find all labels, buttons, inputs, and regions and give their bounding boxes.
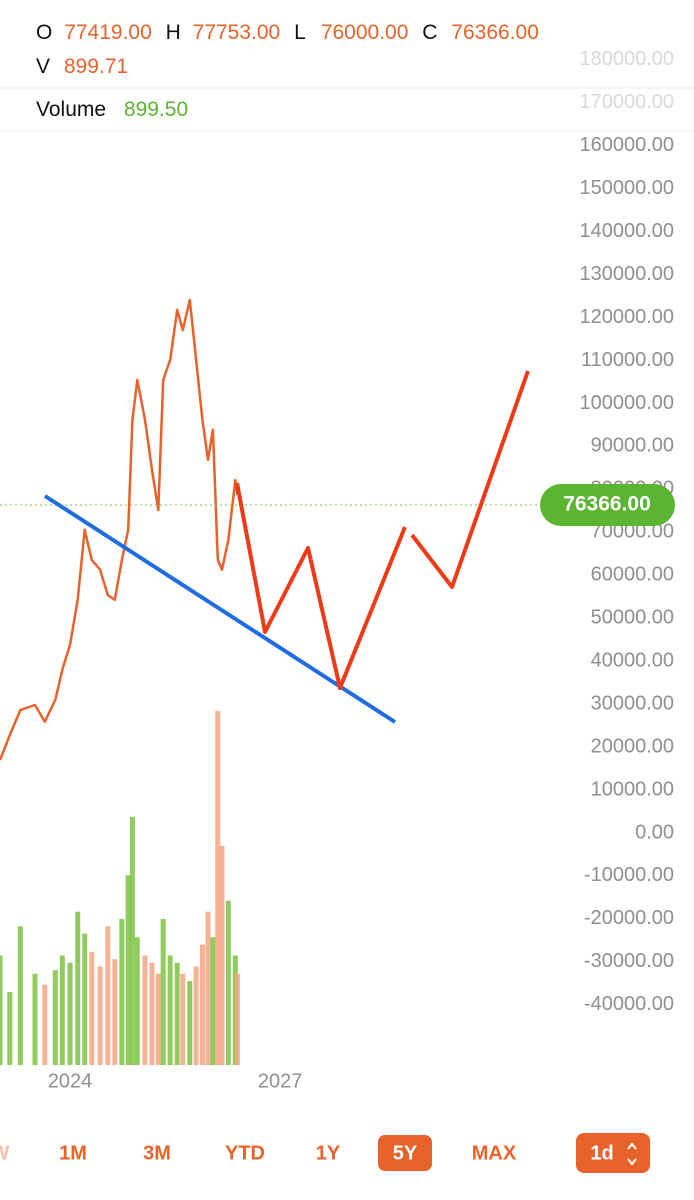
volume-bar [187, 981, 193, 1065]
value: 77419.00 [64, 21, 152, 44]
value: 899.71 [64, 55, 128, 78]
volume-bar [219, 846, 225, 1065]
volume-bar [155, 973, 161, 1065]
value: 899.50 [124, 98, 188, 121]
volume-bar [42, 984, 48, 1065]
y-tick-label: 60000.00 [591, 564, 674, 586]
volume-bar [105, 926, 111, 1065]
trend-line [43, 494, 397, 724]
volume-bar [160, 919, 166, 1065]
y-tick-label: 0.00 [635, 821, 674, 843]
volume-bar [125, 875, 131, 1065]
volume-bar [167, 955, 173, 1065]
volume-bar [59, 955, 65, 1065]
y-tick-label: -30000.00 [584, 950, 674, 972]
volume-bar [205, 911, 211, 1065]
value: 76366.00 [451, 21, 539, 44]
y-tick-label: 40000.00 [591, 649, 674, 671]
volume-bar [67, 962, 73, 1065]
volume-bar [119, 919, 125, 1065]
range-button[interactable]: 1M [59, 1142, 87, 1164]
y-tick-label: 110000.00 [581, 349, 674, 371]
chevron-icon [627, 1142, 637, 1166]
volume-bar [82, 933, 88, 1065]
x-tick-label: 2024 [48, 1070, 93, 1092]
range-button[interactable]: YTD [225, 1142, 265, 1164]
projection-line [410, 370, 530, 589]
volume-bar [134, 937, 140, 1065]
header-bg [0, 0, 694, 132]
volume-bar [32, 973, 38, 1065]
volume-bar [89, 951, 95, 1065]
volume-bar [52, 970, 58, 1065]
interval-label[interactable]: 1d [590, 1142, 613, 1164]
volume-bar [210, 937, 216, 1065]
volume-bar [215, 710, 221, 1065]
y-tick-label: 140000.00 [579, 220, 674, 242]
volume-bar [112, 959, 118, 1065]
y-tick-label: 170000.00 [579, 91, 674, 113]
y-tick-label: -10000.00 [584, 864, 674, 886]
y-tick-label: 160000.00 [579, 134, 674, 156]
volume-bar [180, 973, 186, 1065]
label: O [36, 21, 52, 44]
y-tick-label: 10000.00 [591, 778, 674, 800]
y-tick-label: 20000.00 [591, 735, 674, 757]
vol-row: V 899.71 [36, 55, 128, 78]
volume-bar [149, 962, 155, 1065]
drawings [43, 370, 530, 724]
last-price-label: 76366.00 [563, 493, 651, 516]
volume-row: Volume 899.50 [36, 98, 188, 121]
range-button[interactable]: 5Y [393, 1142, 418, 1164]
volume-bar [75, 911, 81, 1065]
range-button[interactable]: W [0, 1142, 10, 1164]
y-tick-label: -40000.00 [584, 993, 674, 1015]
range-button-bg[interactable] [378, 1135, 432, 1171]
volume-bar [199, 944, 205, 1065]
range-buttons: W 1M 3M YTD 1Y 5Y MAX [0, 1135, 517, 1171]
volume-bar [142, 955, 148, 1065]
y-tick-label: 30000.00 [591, 692, 674, 714]
y-tick-label: -20000.00 [584, 907, 674, 929]
volume-bar [234, 973, 240, 1065]
volume-bar [225, 900, 231, 1065]
volume-bar [174, 962, 180, 1065]
ohlc: O 77419.00 H 77753.00 L 76000.00 C 76366… [36, 21, 539, 44]
y-tick-label: 100000.00 [579, 392, 674, 414]
y-tick-label: 180000.00 [579, 48, 674, 70]
price-line [0, 298, 239, 761]
volume-bar [193, 966, 199, 1065]
y-axis: 180000.00 170000.00 160000.00 150000.00 1400… [48, 48, 675, 1092]
y-tick-label: 70000.00 [591, 521, 674, 543]
volume-bar [0, 955, 3, 1065]
plot [0, 298, 540, 1065]
label: V [36, 55, 50, 78]
volume-bar [97, 966, 103, 1065]
value: 76000.00 [321, 21, 409, 44]
label: C [422, 21, 437, 44]
volume-bar [17, 926, 23, 1065]
y-tick-label: 120000.00 [579, 306, 674, 328]
volume-bar [7, 992, 13, 1065]
x-tick-label: 2027 [258, 1070, 303, 1092]
label: L [294, 21, 305, 44]
label: Volume [36, 98, 106, 121]
range-button[interactable]: 3M [143, 1142, 171, 1164]
label: H [166, 21, 181, 44]
value: 77753.00 [193, 21, 281, 44]
last-price-pill [540, 484, 675, 527]
y-tick-label: 150000.00 [579, 177, 674, 199]
range-button[interactable]: 1Y [316, 1142, 341, 1164]
range-button[interactable]: MAX [472, 1142, 517, 1164]
y-tick-label: 90000.00 [591, 435, 674, 457]
volume-bar [129, 816, 135, 1065]
y-tick-label: 130000.00 [579, 263, 674, 285]
y-tick-label: 50000.00 [591, 607, 674, 629]
projection-line [235, 482, 407, 690]
